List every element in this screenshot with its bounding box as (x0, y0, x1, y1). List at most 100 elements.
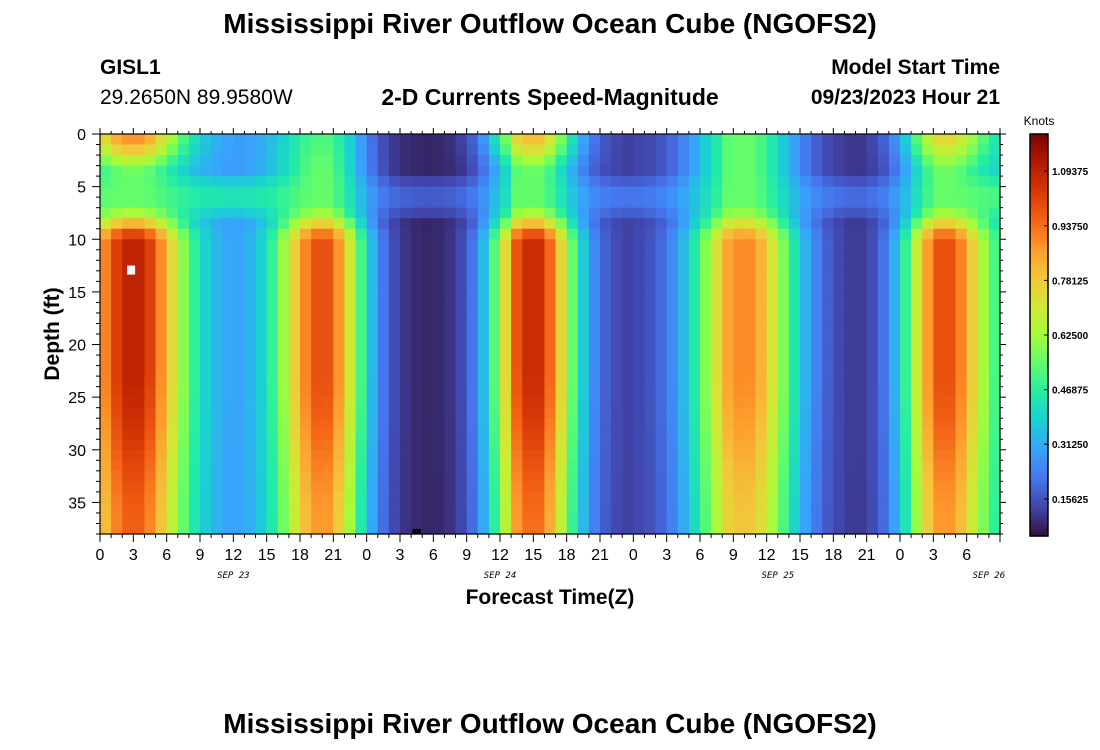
heatmap-cell (422, 418, 434, 430)
heatmap-cell (177, 134, 190, 146)
heatmap-cell (300, 144, 312, 156)
heatmap-cell (666, 481, 679, 493)
heatmap-cell (322, 355, 334, 367)
heatmap-cell (677, 376, 690, 388)
heatmap-cell (666, 155, 679, 167)
heatmap-cell (955, 155, 968, 167)
heatmap-cell (855, 197, 868, 209)
heatmap-cell (188, 355, 201, 367)
colorbar-segment (1030, 134, 1048, 138)
heatmap-cell (444, 197, 457, 209)
heatmap-cell (166, 502, 179, 514)
heatmap-cell (433, 260, 446, 272)
heatmap-cell (866, 197, 879, 209)
heatmap-cell (255, 449, 268, 461)
heatmap-cell (744, 365, 757, 377)
heatmap-cell (722, 228, 734, 240)
heatmap-cell (711, 470, 723, 482)
heatmap-cell (866, 428, 879, 440)
heatmap-cell (788, 386, 801, 398)
heatmap-cell (811, 428, 823, 440)
heatmap-cell (100, 260, 112, 272)
heatmap-cell (288, 186, 301, 198)
heatmap-cell (566, 512, 579, 525)
heatmap-cell (233, 491, 246, 504)
heatmap-cell (533, 439, 546, 451)
heatmap-cell (844, 491, 857, 504)
heatmap-cell (566, 239, 579, 251)
heatmap-cell (233, 302, 246, 314)
heatmap-cell (655, 249, 668, 261)
heatmap-cell (688, 239, 701, 251)
heatmap-cell (166, 449, 179, 461)
heatmap-cell (822, 386, 834, 398)
heatmap-cell (133, 449, 146, 461)
heatmap-cell (655, 281, 668, 293)
heatmap-cell (177, 144, 190, 156)
heatmap-cell (111, 281, 123, 293)
heatmap-cell (233, 502, 246, 514)
heatmap-cell (344, 207, 357, 219)
heatmap-cell (588, 249, 601, 261)
heatmap-cell (333, 512, 346, 525)
heatmap-cell (111, 323, 123, 335)
colorbar-segment (1030, 361, 1048, 366)
heatmap-cell (233, 460, 246, 472)
heatmap-cell (866, 281, 879, 293)
heatmap-cell (133, 397, 146, 409)
heatmap-cell (277, 397, 290, 409)
heatmap-cell (533, 502, 546, 514)
heatmap-cell (233, 323, 246, 335)
heatmap-cell (744, 207, 757, 219)
heatmap-cell (144, 418, 157, 430)
heatmap-cell (155, 449, 168, 461)
heatmap-cell (400, 344, 412, 356)
heatmap-cell (344, 376, 357, 388)
heatmap-cell (588, 355, 601, 367)
heatmap-cell (133, 491, 146, 504)
heatmap-cell (122, 281, 134, 293)
second-panel-title: Mississippi River Outflow Ocean Cube (NG… (223, 708, 877, 739)
heatmap-cell (200, 249, 212, 261)
heatmap-cell (644, 197, 657, 209)
heatmap-cell (777, 207, 790, 219)
colorbar-segment (1030, 268, 1048, 272)
heatmap-cell (977, 155, 990, 167)
heatmap-cell (200, 344, 212, 356)
heatmap-cell (555, 481, 568, 493)
heatmap-cell (655, 428, 668, 440)
heatmap-cell (444, 502, 457, 514)
heatmap-cell (277, 439, 290, 451)
heatmap-cell (533, 144, 546, 156)
heatmap-cell (466, 512, 479, 525)
heatmap-cell (722, 460, 734, 472)
heatmap-cell (800, 197, 812, 209)
x-tick-label: 6 (429, 547, 438, 564)
heatmap-cell (877, 249, 890, 261)
heatmap-cell (211, 281, 223, 293)
heatmap-cell (200, 481, 212, 493)
heatmap-cell (577, 397, 590, 409)
heatmap-cell (733, 186, 746, 198)
heatmap-cell (733, 134, 746, 146)
heatmap-cell (755, 397, 768, 409)
heatmap-cell (500, 428, 512, 440)
heatmap-cell (366, 491, 379, 504)
heatmap-cell (322, 155, 334, 167)
heatmap-cell (588, 155, 601, 167)
heatmap-cell (122, 176, 134, 188)
heatmap-cell (977, 176, 990, 188)
heatmap-cell (133, 418, 146, 430)
heatmap-cell (811, 186, 823, 198)
heatmap-cell (777, 323, 790, 335)
heatmap-cell (888, 449, 901, 461)
heatmap-cell (133, 144, 146, 156)
heatmap-cell (400, 439, 412, 451)
heatmap-cell (333, 428, 346, 440)
heatmap-cell (333, 207, 346, 219)
heatmap-cell (755, 176, 768, 188)
heatmap-cell (955, 228, 968, 240)
heatmap-cell (822, 523, 834, 535)
heatmap-cell (855, 449, 868, 461)
heatmap-cell (200, 376, 212, 388)
